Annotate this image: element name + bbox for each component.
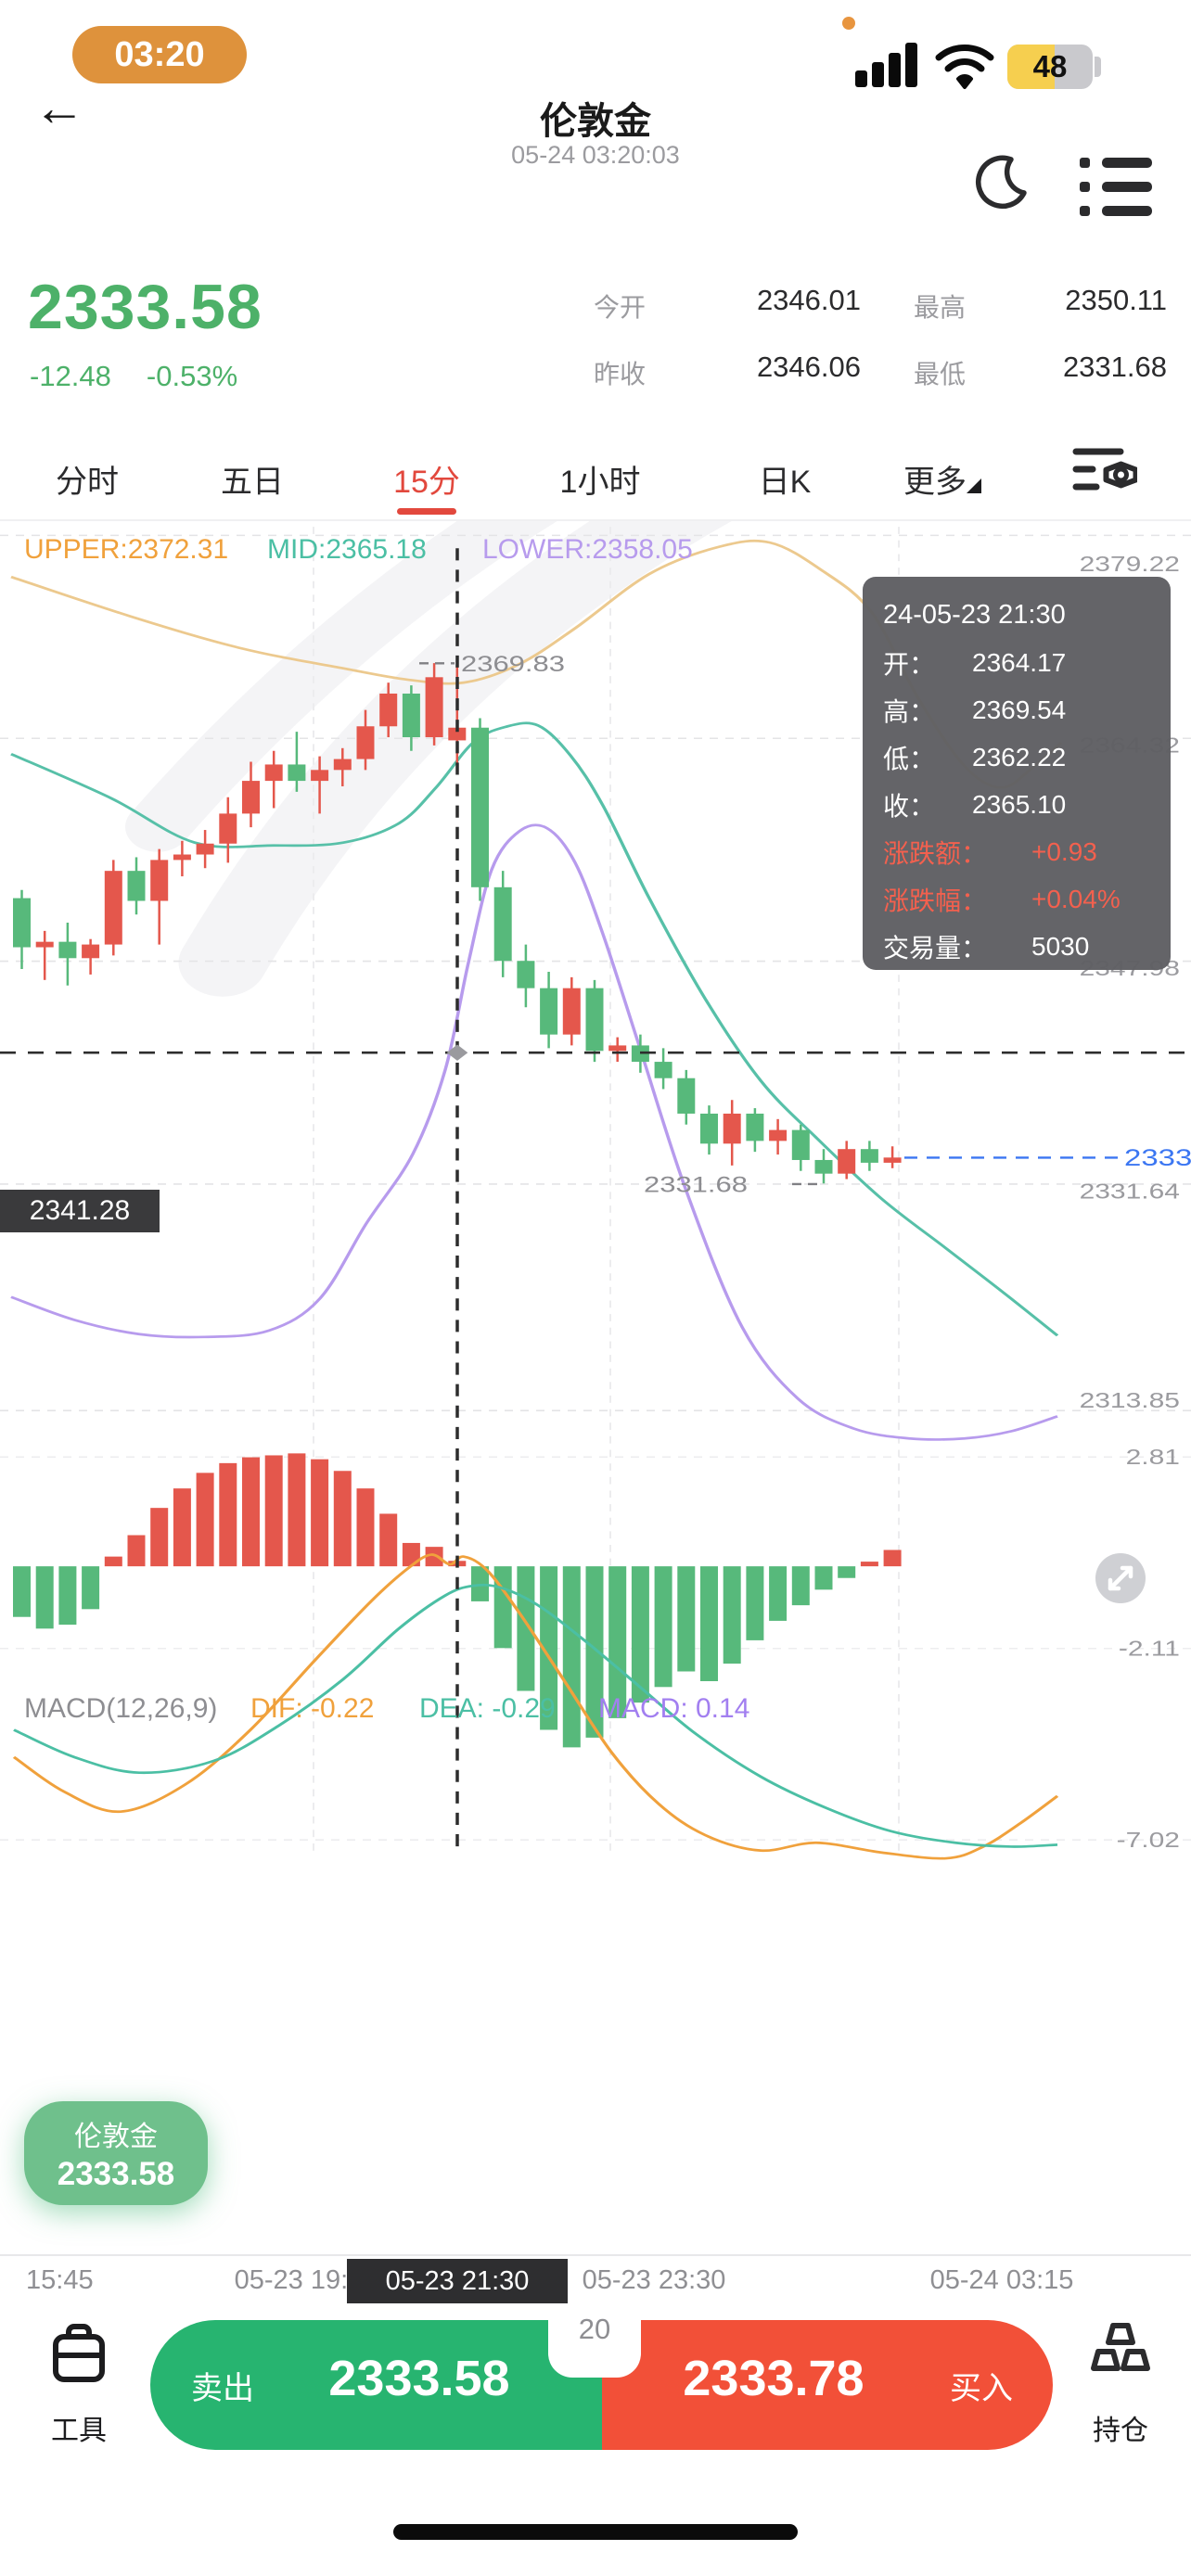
stat-label-prev-close: 昨收	[594, 360, 647, 389]
spread-badge: 20	[548, 2309, 641, 2378]
time-label-3: 05-24 03:15	[929, 2265, 1074, 2295]
tooltip-change-amount: 涨跌额： +0.93	[883, 836, 1097, 868]
page-title: 伦敦金	[540, 101, 651, 142]
stat-value-high: 2350.11	[1065, 284, 1167, 316]
svg-text:2313.85: 2313.85	[1080, 1388, 1180, 1412]
macd-params: MACD(12,26,9)	[24, 1693, 218, 1724]
candle-tooltip: 24-05-23 21:30 开： 2364.17 高： 2369.54 低： 236…	[863, 577, 1171, 970]
instrument-badge[interactable]: 伦敦金 2333.58	[24, 2101, 208, 2205]
sell-price: 2333.58	[328, 2351, 510, 2406]
more-dropdown-icon[interactable]	[967, 478, 981, 493]
tooltip-high: 高： 2369.54	[883, 695, 1067, 726]
sell-button[interactable]: 卖出 2333.58	[150, 2320, 602, 2450]
stat-label-low: 最低	[914, 360, 967, 389]
fullscreen-button[interactable]	[1095, 1553, 1146, 1603]
current-price: 2333.58	[28, 272, 263, 342]
tabs-divider	[0, 519, 1191, 521]
macd-dea-value: DEA: -0.29	[419, 1693, 556, 1724]
night-mode-icon[interactable]	[970, 152, 1031, 213]
tooltip-datetime: 24-05-23 21:30	[883, 600, 1066, 630]
tooltip-change-percent: 涨跌幅： +0.04%	[883, 884, 1121, 915]
tab-daily[interactable]: 日K	[758, 465, 812, 500]
watchlist-icon[interactable]	[1080, 158, 1152, 217]
active-tab-underline	[397, 508, 456, 515]
svg-text:2379.22: 2379.22	[1080, 552, 1180, 576]
change-amount: -12.48	[30, 360, 111, 392]
quote-timestamp: 05-24 03:20:03	[511, 141, 680, 169]
svg-text:2369.83: 2369.83	[461, 651, 565, 676]
expand-icon	[1108, 1565, 1133, 1591]
svg-text:2331.64: 2331.64	[1080, 1180, 1181, 1204]
crosshair-time-tag: 05-23 21:30	[347, 2259, 568, 2303]
tools-label[interactable]: 工具	[51, 2416, 107, 2446]
spread-value: 20	[578, 2313, 611, 2345]
sell-label: 卖出	[191, 2371, 254, 2406]
tooltip-volume: 交易量： 5030	[883, 931, 1090, 963]
buy-price: 2333.78	[683, 2351, 864, 2406]
tab-timeline[interactable]: 分时	[56, 465, 119, 500]
boll-lower-value: LOWER:2358.05	[482, 534, 693, 565]
tab-15min[interactable]: 15分	[393, 465, 460, 500]
battery-icon: 48	[1007, 45, 1093, 89]
kline-chart[interactable]: 2379.222364.322347.982331.642313.852.81-…	[0, 521, 1191, 2270]
stat-label-high: 最高	[914, 293, 967, 322]
status-time-pill: 03:20	[72, 26, 247, 83]
svg-text:2331.68: 2331.68	[644, 1172, 748, 1197]
badge-name: 伦敦金	[74, 2122, 158, 2152]
badge-price: 2333.58	[57, 2156, 175, 2192]
price-change: -12.48 -0.53%	[30, 360, 273, 393]
battery-nub	[1095, 57, 1101, 77]
signal-strength-icon	[855, 41, 926, 87]
stat-value-low: 2331.68	[1062, 351, 1167, 383]
time-label-2: 05-23 23:30	[582, 2265, 726, 2295]
macd-value: MACD: 0.14	[598, 1693, 750, 1724]
wifi-icon	[935, 45, 994, 89]
tooltip-open: 开： 2364.17	[883, 647, 1067, 679]
tab-1hour[interactable]: 1小时	[559, 465, 641, 500]
back-button[interactable]: ←	[33, 78, 85, 136]
status-time: 03:20	[114, 34, 205, 74]
tab-5day[interactable]: 五日	[221, 465, 284, 500]
boll-upper-value: UPPER:2372.31	[24, 534, 229, 565]
time-label-0: 15:45	[26, 2265, 94, 2295]
buy-label: 买入	[950, 2371, 1013, 2406]
time-axis-divider	[0, 2254, 1191, 2256]
positions-label[interactable]: 持仓	[1093, 2416, 1148, 2446]
stat-label-open: 今开	[594, 293, 647, 322]
svg-text:2.81: 2.81	[1126, 1445, 1180, 1469]
stat-value-prev-close: 2346.06	[756, 351, 861, 383]
crosshair-price-tag: 2341.28	[0, 1190, 160, 1232]
svg-text:-2.11: -2.11	[1119, 1637, 1180, 1661]
svg-text:2333.58: 2333.58	[1124, 1144, 1191, 1170]
macd-dif-value: DIF: -0.22	[250, 1693, 375, 1724]
battery-fill	[1007, 45, 1055, 89]
tab-more[interactable]: 更多	[903, 465, 967, 500]
indicator-settings-icon[interactable]	[1072, 445, 1137, 495]
home-indicator[interactable]	[393, 2524, 798, 2540]
tools-icon[interactable]	[48, 2322, 109, 2385]
svg-text:-7.02: -7.02	[1117, 1828, 1180, 1852]
battery-percent: 48	[1032, 49, 1068, 83]
recording-indicator-dot	[842, 17, 855, 30]
tooltip-low: 低： 2362.22	[883, 742, 1067, 773]
tooltip-close: 收： 2365.10	[883, 789, 1067, 821]
stat-value-open: 2346.01	[756, 284, 861, 316]
boll-mid-value: MID:2365.18	[267, 534, 427, 565]
change-percent: -0.53%	[146, 360, 238, 392]
positions-icon[interactable]	[1087, 2318, 1154, 2385]
buy-button[interactable]: 2333.78 买入	[602, 2320, 1053, 2450]
